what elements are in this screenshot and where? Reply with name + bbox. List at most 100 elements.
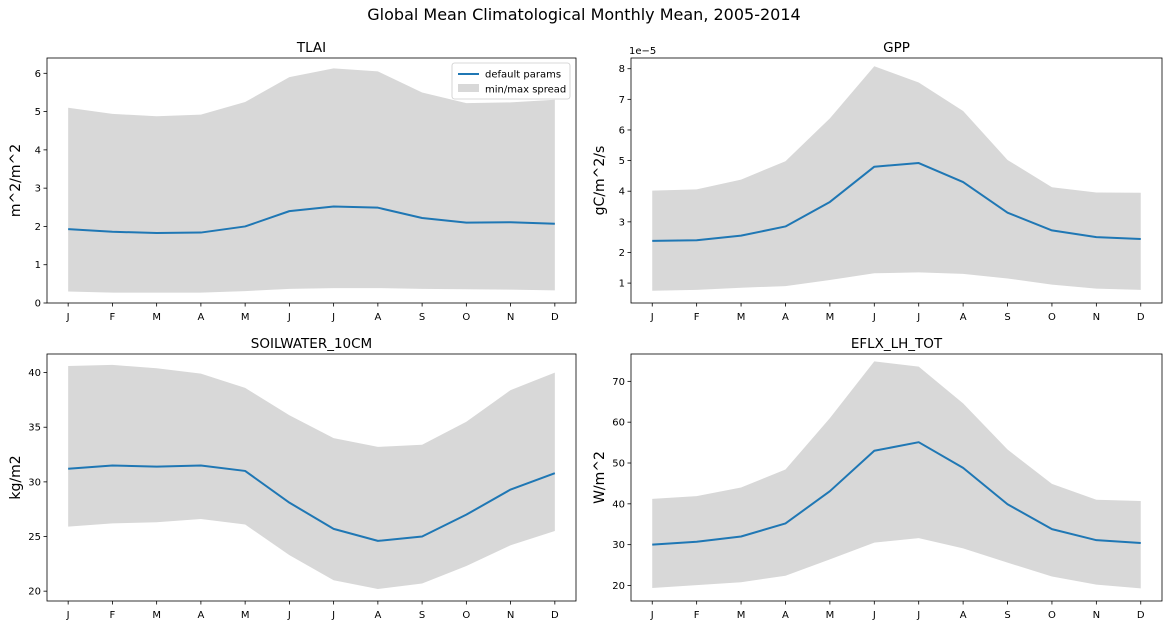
x-tick-label: F <box>694 312 700 323</box>
x-tick-label: O <box>1048 610 1056 621</box>
x-tick-label: A <box>960 610 967 621</box>
y-tick-label: 20 <box>28 587 41 598</box>
y-tick-label: 40 <box>28 368 41 379</box>
x-tick-label: N <box>507 312 514 323</box>
y-tick-label: 1 <box>619 279 625 290</box>
x-tick-label: M <box>826 610 835 621</box>
y-axis-label: m^2/m^2 <box>8 144 24 217</box>
x-tick-label: J <box>331 610 335 621</box>
x-tick-label: J <box>916 610 920 621</box>
x-tick-label: J <box>287 312 291 323</box>
y-tick-label: 20 <box>612 581 625 592</box>
y-tick-label: 2 <box>35 222 41 233</box>
x-tick-label: D <box>1137 610 1145 621</box>
panel-1: J F M A M J J A S O N D 0 1 2 3 4 5 6 TLAI m^2/m^2 default pa… <box>8 40 577 323</box>
x-tick-label: A <box>374 610 381 621</box>
x-tick-label: M <box>826 312 835 323</box>
panel-4: J F M A M J J A S O N D 20 30 40 50 60 70 EFLX_LH_TOT W/m^2 <box>592 336 1163 621</box>
x-tick-label: A <box>197 312 204 323</box>
y-axis-label: kg/m2 <box>8 455 24 499</box>
x-tick-label: J <box>66 610 70 621</box>
x-tick-label: J <box>66 312 70 323</box>
x-tick-label: F <box>694 610 700 621</box>
minmax-band <box>652 66 1141 291</box>
x-tick-label: A <box>782 312 789 323</box>
x-tick-label: M <box>241 610 250 621</box>
panel-title: SOILWATER_10CM <box>251 336 372 352</box>
y-tick-label: 3 <box>35 184 41 195</box>
y-tick-label: 0 <box>35 299 41 310</box>
x-tick-label: S <box>1004 312 1010 323</box>
y-tick-label: 6 <box>35 69 41 80</box>
panel-title: GPP <box>883 40 910 56</box>
y-tick-label: 60 <box>612 418 625 429</box>
axes-frame <box>46 57 577 304</box>
y-axis-label: gC/m^2/s <box>592 146 608 216</box>
default-params-line <box>652 441 1141 546</box>
x-tick-label: J <box>650 312 654 323</box>
panels: J F M A M J J A S O N D 0 1 2 3 4 5 6 TLAI m^2/m^2 default pa… <box>8 40 1163 621</box>
x-tick-label: S <box>419 610 425 621</box>
y-tick-label: 70 <box>612 377 625 388</box>
x-tick-label: D <box>551 312 559 323</box>
x-tick-label: A <box>374 312 381 323</box>
y-tick-label: 1 <box>35 260 41 271</box>
y-tick-label: 40 <box>612 499 625 510</box>
y-tick-label: 3 <box>619 217 625 228</box>
minmax-band <box>68 364 555 589</box>
panel-title: TLAI <box>296 40 326 56</box>
x-tick-label: F <box>110 312 116 323</box>
x-tick-label: O <box>1048 312 1056 323</box>
default-params-line <box>652 162 1141 242</box>
x-tick-label: N <box>1093 312 1100 323</box>
x-tick-label: A <box>960 312 967 323</box>
y-tick-label: 6 <box>619 125 625 136</box>
panel-title: EFLX_LH_TOT <box>851 336 943 352</box>
y-tick-label: 4 <box>619 187 625 198</box>
y-tick-label: 2 <box>619 248 625 259</box>
default-params-line <box>68 464 556 542</box>
x-tick-label: J <box>872 610 876 621</box>
x-tick-label: D <box>1137 312 1145 323</box>
x-tick-label: J <box>331 312 335 323</box>
y-tick-label: 30 <box>28 477 41 488</box>
x-tick-label: A <box>197 610 204 621</box>
legend-band-swatch <box>458 84 479 92</box>
minmax-band <box>68 68 555 293</box>
y-tick-label: 7 <box>619 95 625 106</box>
legend: default params min/max spread <box>451 62 571 100</box>
x-tick-label: M <box>241 312 250 323</box>
axes-frame <box>46 353 577 602</box>
y-tick-label: 8 <box>619 64 625 75</box>
x-tick-label: J <box>650 610 654 621</box>
y-tick-label: 50 <box>612 459 625 470</box>
legend-line-label: default params <box>485 70 561 81</box>
x-tick-label: O <box>462 312 470 323</box>
legend-box <box>451 62 571 100</box>
x-tick-label: S <box>419 312 425 323</box>
axes-frame <box>630 57 1163 304</box>
y-tick-label: 25 <box>28 532 41 543</box>
x-tick-label: M <box>737 610 746 621</box>
y-tick-label: 30 <box>612 540 625 551</box>
y-tick-label: 4 <box>35 145 41 156</box>
default-params-line <box>68 205 555 234</box>
figure-title: Global Mean Climatological Monthly Mean,… <box>367 5 800 24</box>
x-tick-label: M <box>737 312 746 323</box>
y-tick-label: 35 <box>28 423 41 434</box>
x-tick-label: N <box>507 610 514 621</box>
y-axis-label: W/m^2 <box>592 451 608 504</box>
legend-band-label: min/max spread <box>485 85 566 96</box>
panel-2: J F M A M J J A S O N D 1 2 3 4 5 6 7 8 GPP gC/m^2/s 1e−5 <box>592 40 1163 323</box>
x-tick-label: S <box>1004 610 1010 621</box>
minmax-band <box>652 361 1141 589</box>
x-tick-label: O <box>462 610 470 621</box>
panel-3: J F M A M J J A S O N D 20 25 30 35 40 SOILWATER_10CM kg/m… <box>8 336 577 621</box>
axes-frame <box>630 353 1163 602</box>
x-tick-label: M <box>152 312 161 323</box>
x-tick-label: D <box>551 610 559 621</box>
x-tick-label: J <box>916 312 920 323</box>
y-offset-text: 1e−5 <box>629 46 656 57</box>
x-tick-label: A <box>782 610 789 621</box>
x-tick-label: N <box>1093 610 1100 621</box>
